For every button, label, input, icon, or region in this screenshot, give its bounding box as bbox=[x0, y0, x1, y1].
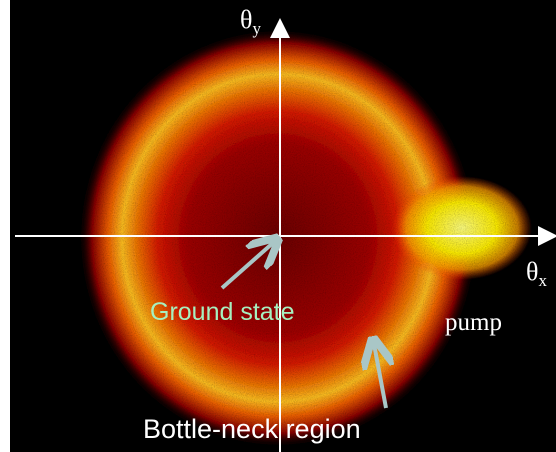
pump-spot bbox=[392, 176, 532, 280]
y-axis-subscript: y bbox=[252, 19, 261, 38]
bottleneck-label: Bottle-neck region bbox=[143, 414, 361, 444]
x-axis-subscript: x bbox=[538, 271, 547, 290]
ground-state-label: Ground state bbox=[150, 298, 295, 326]
pump-label: pump bbox=[445, 309, 502, 336]
y-axis-symbol: θ bbox=[240, 5, 252, 34]
page: θy θx Ground state pump Bottle-neck regi… bbox=[0, 0, 556, 452]
intensity-image bbox=[10, 0, 556, 452]
x-axis-symbol: θ bbox=[526, 257, 538, 286]
figure: θy θx Ground state pump Bottle-neck regi… bbox=[0, 0, 556, 452]
